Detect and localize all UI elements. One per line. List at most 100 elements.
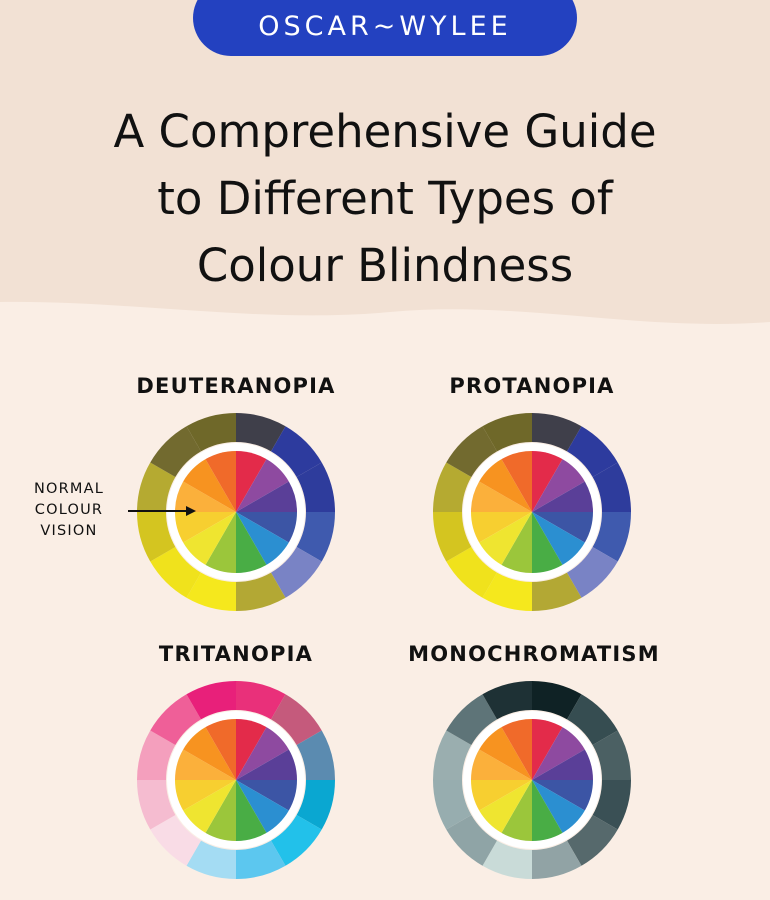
inner-segment: [183, 727, 236, 780]
page-title: A Comprehensive Guide to Different Types…: [0, 98, 770, 299]
inner-segment: [479, 780, 532, 833]
brand-logo: OSCAR~WYLEE: [258, 11, 512, 42]
outer-segment: [433, 462, 472, 512]
outer-segment: [186, 572, 236, 611]
inner-segment: [175, 512, 236, 543]
outer-segment: [137, 512, 176, 562]
brand-logo-pill[interactable]: OSCAR~WYLEE: [193, 0, 577, 56]
inner-segment: [479, 512, 532, 565]
inner-segment: [532, 512, 563, 573]
outer-segment: [236, 681, 286, 720]
outer-segment: [271, 815, 322, 866]
inner-segment: [479, 727, 532, 780]
outer-segment: [532, 840, 582, 879]
inner-segment: [236, 512, 289, 565]
inner-segment: [205, 451, 236, 512]
inner-segment: [236, 780, 267, 841]
inner-segment: [175, 749, 236, 780]
inner-segment: [532, 481, 593, 512]
inner-segment: [532, 749, 593, 780]
inner-segment: [532, 780, 585, 833]
outer-segment: [433, 512, 472, 562]
outer-segment: [567, 694, 618, 745]
inner-segment: [236, 780, 289, 833]
outer-segment: [137, 730, 176, 780]
outer-segment: [186, 413, 236, 452]
inner-segment: [236, 451, 267, 512]
inner-segment: [236, 512, 297, 543]
inner-segment: [236, 481, 297, 512]
outer-segment: [271, 426, 322, 477]
inner-segment: [479, 459, 532, 512]
color-wheel-monochromatism: [433, 681, 631, 879]
inner-segment: [236, 512, 267, 573]
inner-segment: [205, 512, 236, 573]
outer-segment: [296, 780, 335, 830]
header-background: [0, 0, 770, 324]
color-wheel-deuteranopia: [137, 413, 335, 611]
label-monochromatism: MONOCHROMATISM: [408, 642, 660, 666]
outer-segment: [236, 840, 286, 879]
inner-segment: [532, 451, 563, 512]
outer-segment: [271, 694, 322, 745]
outer-segment: [592, 730, 631, 780]
outer-segment: [236, 413, 286, 452]
inner-segment: [501, 780, 532, 841]
inner-segment: [532, 780, 563, 841]
note-line-3: VISION: [40, 523, 98, 539]
inner-segment: [236, 719, 267, 780]
normal-colour-vision-note: NORMAL COLOUR VISION: [18, 479, 120, 542]
color-wheel-protanopia: [433, 413, 631, 611]
outer-segment: [150, 426, 201, 477]
inner-segment: [175, 481, 236, 512]
outer-segment: [446, 694, 497, 745]
outer-segment: [433, 730, 472, 780]
outer-segment: [271, 547, 322, 598]
note-line-2: COLOUR: [34, 502, 104, 518]
arrow-icon: [128, 506, 196, 516]
inner-segment: [532, 459, 585, 512]
inner-segment: [532, 719, 563, 780]
outer-segment: [150, 547, 201, 598]
inner-segment: [236, 727, 289, 780]
inner-segment: [471, 481, 532, 512]
outer-segment: [592, 780, 631, 830]
outer-segment: [567, 815, 618, 866]
outer-segment: [482, 840, 532, 879]
inner-segment: [532, 512, 593, 543]
outer-segment: [446, 426, 497, 477]
inner-segment: [501, 512, 532, 573]
inner-segment: [501, 719, 532, 780]
label-protanopia: PROTANOPIA: [449, 374, 615, 398]
title-line-1: A Comprehensive Guide: [113, 105, 657, 158]
inner-segment: [236, 780, 297, 811]
inner-segment: [471, 512, 532, 543]
inner-segment: [205, 780, 236, 841]
outer-segment: [446, 547, 497, 598]
inner-segment: [471, 780, 532, 811]
outer-segment: [532, 681, 582, 720]
outer-segment: [446, 815, 497, 866]
inner-segment: [236, 459, 289, 512]
inner-segment: [175, 780, 236, 811]
outer-segment: [186, 840, 236, 879]
outer-segment: [296, 512, 335, 562]
inner-segment: [183, 780, 236, 833]
outer-segment: [567, 426, 618, 477]
outer-segment: [137, 780, 176, 830]
note-line-1: NORMAL: [33, 481, 105, 497]
inner-segment: [236, 749, 297, 780]
inner-segment: [501, 451, 532, 512]
outer-segment: [567, 547, 618, 598]
inner-segment: [205, 719, 236, 780]
outer-segment: [592, 462, 631, 512]
outer-segment: [592, 512, 631, 562]
outer-segment: [482, 681, 532, 720]
inner-segment: [532, 727, 585, 780]
outer-segment: [532, 572, 582, 611]
outer-segment: [236, 572, 286, 611]
outer-segment: [150, 694, 201, 745]
outer-segment: [482, 413, 532, 452]
color-wheel-tritanopia: [137, 681, 335, 879]
label-deuteranopia: DEUTERANOPIA: [136, 374, 336, 398]
